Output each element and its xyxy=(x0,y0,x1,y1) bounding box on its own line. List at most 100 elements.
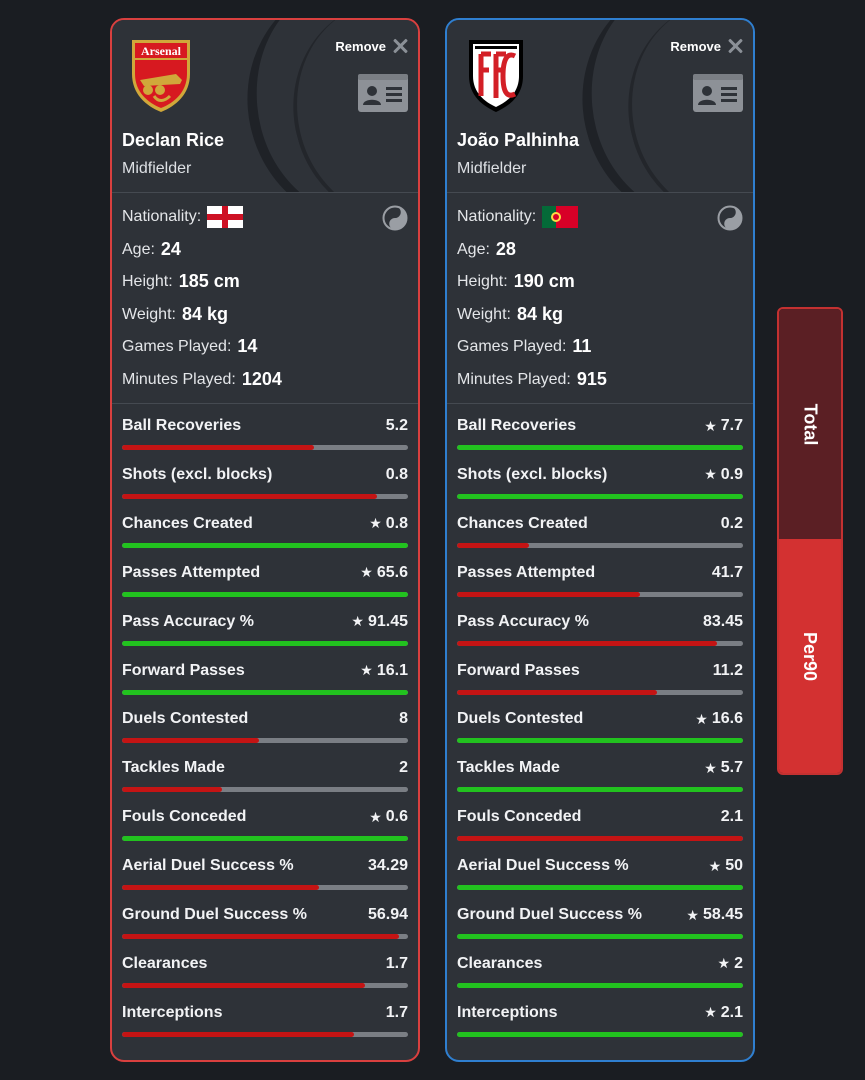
stat-value: 8 xyxy=(399,710,408,728)
stat-value-wrap: 83.45 xyxy=(703,613,743,631)
stat-bar-fill xyxy=(122,934,400,939)
stat-bar xyxy=(457,689,743,695)
stat-bar-fill xyxy=(457,982,743,988)
nationality-row: Nationality: xyxy=(457,206,579,228)
stat-bar xyxy=(457,836,743,842)
stat-label: Passes Attempted xyxy=(457,563,596,581)
stat-row: Passes Attempted ★ 65.6 xyxy=(122,551,408,600)
stat-label: Fouls Conceded xyxy=(457,808,582,826)
stat-value-wrap: ★ 50 xyxy=(709,857,743,875)
id-card-icon[interactable] xyxy=(358,74,408,112)
stat-label: Shots (excl. blocks) xyxy=(457,465,608,483)
stat-bar xyxy=(122,787,408,793)
stat-bar-fill xyxy=(457,689,658,695)
stat-value-wrap: 34.29 xyxy=(368,857,408,875)
total-per90-toggle: Total Per90 xyxy=(777,307,843,775)
stat-bar-fill xyxy=(457,934,743,939)
stat-value: 50 xyxy=(725,857,743,875)
stat-value-wrap: 2.1 xyxy=(721,808,743,826)
games-row: Games Played: 11 xyxy=(457,336,591,357)
stat-value-wrap: ★ 0.6 xyxy=(369,808,408,826)
minutes-row: Minutes Played: 915 xyxy=(457,369,607,390)
stat-value-wrap: 11.2 xyxy=(713,662,743,680)
stat-row: Shots (excl. blocks) ★ 0.9 xyxy=(457,453,743,502)
stat-row: Pass Accuracy % 83.45 xyxy=(457,600,743,649)
stat-bar xyxy=(122,885,408,891)
total-label: Total xyxy=(800,403,821,445)
total-button[interactable]: Total xyxy=(779,309,841,539)
fulham-badge-icon xyxy=(469,40,523,112)
stat-label: Ground Duel Success % xyxy=(457,906,642,923)
stat-label: Clearances xyxy=(457,954,543,972)
stat-bar-fill xyxy=(122,982,366,988)
height-label: Height: xyxy=(122,272,173,290)
star-icon: ★ xyxy=(704,466,717,483)
england-flag-icon xyxy=(207,206,244,228)
stat-bar xyxy=(457,445,743,450)
stat-bar xyxy=(457,738,743,744)
stat-bar xyxy=(122,445,408,450)
stat-bar-fill xyxy=(122,445,314,450)
stat-row: Clearances 1.7 xyxy=(122,942,408,991)
stat-bar-fill xyxy=(122,1031,354,1037)
stat-bar-fill xyxy=(122,836,408,842)
stat-row: Tackles Made ★ 5.7 xyxy=(457,746,743,795)
player-info: Nationality: Age: 28 Height: 190 cm Weig… xyxy=(447,193,753,404)
remove-label: Remove xyxy=(670,38,721,54)
stat-label: Passes Attempted xyxy=(122,563,261,581)
stat-value: 0.8 xyxy=(385,514,408,532)
stat-value: 34.29 xyxy=(367,857,408,875)
games-value: 11 xyxy=(572,336,592,356)
stat-bar-fill xyxy=(457,493,743,499)
stat-value: 5.7 xyxy=(720,759,743,777)
stat-bar-fill xyxy=(457,836,743,842)
stat-value: 65.6 xyxy=(376,563,408,581)
star-icon: ★ xyxy=(695,710,708,727)
stat-bar xyxy=(457,1031,743,1037)
games-value: 14 xyxy=(237,336,258,356)
id-card-icon[interactable] xyxy=(693,74,743,112)
stat-bar xyxy=(457,640,743,646)
age-label: Age: xyxy=(122,240,155,258)
games-row: Games Played: 14 xyxy=(122,336,257,357)
nationality-label: Nationality: xyxy=(122,208,202,225)
stat-label: Tackles Made xyxy=(457,759,560,777)
stat-bar xyxy=(457,934,743,939)
weight-value: 84 kg xyxy=(181,304,228,324)
stat-bar-fill xyxy=(122,689,408,695)
yin-yang-icon[interactable] xyxy=(717,205,743,231)
stat-value: 0.2 xyxy=(720,514,743,532)
minutes-value: 1204 xyxy=(241,369,282,389)
stat-value-wrap: ★ 5.7 xyxy=(704,759,743,777)
height-value: 190 cm xyxy=(513,271,575,291)
stat-bar-fill xyxy=(457,1031,743,1037)
games-label: Games Played: xyxy=(457,337,567,355)
remove-button[interactable]: Remove xyxy=(335,38,408,54)
weight-label: Weight: xyxy=(457,305,511,323)
star-icon: ★ xyxy=(360,662,373,678)
stat-bar-fill xyxy=(457,591,641,597)
star-icon: ★ xyxy=(686,906,699,923)
age-label: Age: xyxy=(457,240,490,258)
remove-button[interactable]: Remove xyxy=(670,38,743,54)
stat-bar xyxy=(122,934,408,939)
stat-bar xyxy=(457,982,743,988)
stat-row: Pass Accuracy % ★ 91.45 xyxy=(122,600,408,649)
nationality-row: Nationality: xyxy=(122,206,244,228)
stat-bar xyxy=(457,885,743,891)
stat-value-wrap: 8 xyxy=(399,710,408,728)
close-icon xyxy=(727,38,743,54)
yin-yang-icon[interactable] xyxy=(382,205,408,231)
stat-label: Duels Contested xyxy=(457,710,584,728)
stat-label: Interceptions xyxy=(457,1003,558,1021)
stat-bar xyxy=(457,591,743,597)
stat-row: Duels Contested ★ 16.6 xyxy=(457,697,743,746)
weight-value: 84 kg xyxy=(516,304,563,324)
per90-button[interactable]: Per90 xyxy=(779,539,841,773)
player-info: Nationality: Age: 24 Height: 185 cm Weig… xyxy=(112,193,418,404)
age-value: 28 xyxy=(495,239,516,259)
stat-label: Chances Created xyxy=(122,514,253,532)
stat-bar xyxy=(122,591,408,597)
stat-label: Forward Passes xyxy=(122,661,245,679)
stat-value: 41.7 xyxy=(711,563,743,581)
